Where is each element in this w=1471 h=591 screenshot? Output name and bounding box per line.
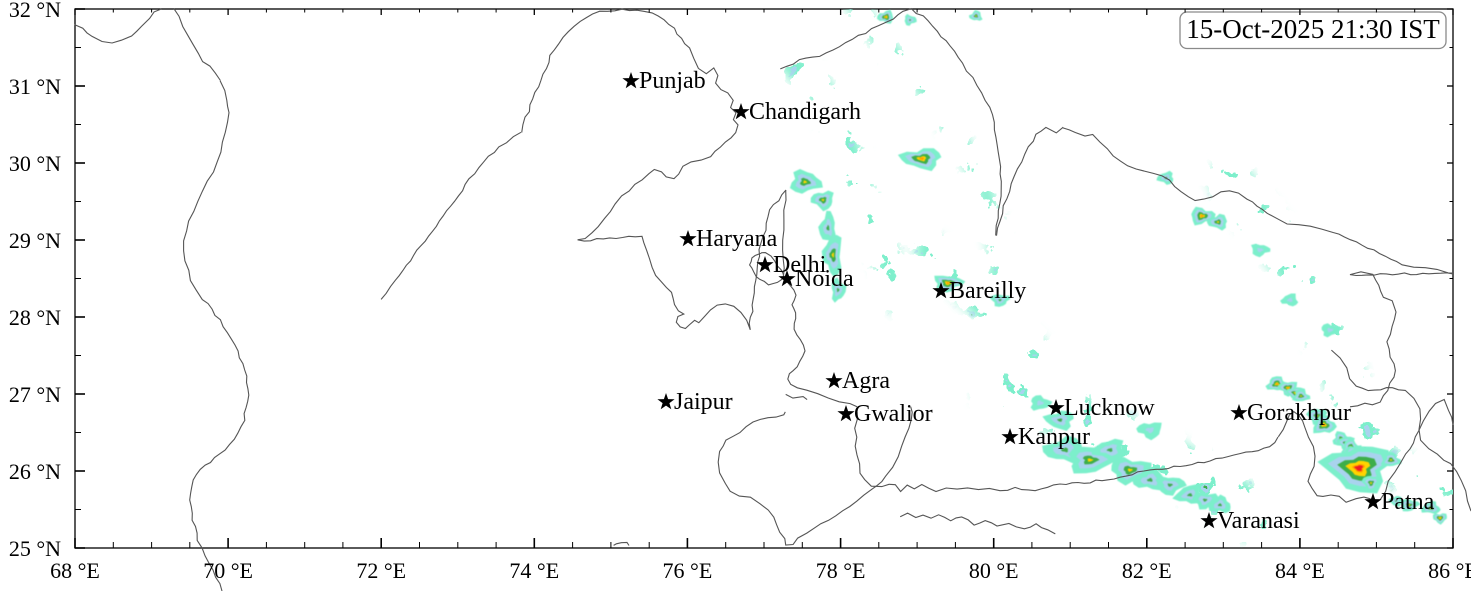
svg-text:31 °N: 31 °N (9, 74, 61, 99)
svg-text:74 °E: 74 °E (509, 558, 559, 583)
svg-text:70 °E: 70 °E (203, 558, 253, 583)
svg-text:25 °N: 25 °N (9, 536, 61, 561)
svg-text:86 °E: 86 °E (1428, 558, 1471, 583)
svg-text:68 °E: 68 °E (50, 558, 100, 583)
svg-text:Agra: Agra (842, 368, 890, 394)
svg-text:27 °N: 27 °N (9, 382, 61, 407)
svg-text:Lucknow: Lucknow (1064, 395, 1155, 421)
svg-text:30 °N: 30 °N (9, 151, 61, 176)
svg-text:Chandigarh: Chandigarh (749, 99, 861, 125)
svg-text:Patna: Patna (1381, 489, 1435, 515)
svg-text:84 °E: 84 °E (1275, 558, 1325, 583)
svg-text:Haryana: Haryana (696, 226, 778, 252)
svg-text:28 °N: 28 °N (9, 305, 61, 330)
svg-text:Gorakhpur: Gorakhpur (1247, 400, 1351, 426)
svg-text:Bareilly: Bareilly (949, 278, 1026, 304)
svg-text:32 °N: 32 °N (9, 0, 61, 22)
svg-text:72 °E: 72 °E (356, 558, 406, 583)
svg-text:76 °E: 76 °E (663, 558, 713, 583)
svg-text:Kanpur: Kanpur (1018, 424, 1090, 450)
svg-text:29 °N: 29 °N (9, 228, 61, 253)
svg-text:78 °E: 78 °E (816, 558, 866, 583)
svg-text:Varanasi: Varanasi (1217, 508, 1300, 534)
svg-text:82 °E: 82 °E (1122, 558, 1172, 583)
svg-text:Jaipur: Jaipur (674, 389, 733, 415)
svg-text:Noida: Noida (795, 266, 854, 292)
svg-text:80 °E: 80 °E (969, 558, 1019, 583)
svg-text:Punjab: Punjab (639, 68, 706, 94)
svg-text:Gwalior: Gwalior (854, 401, 933, 427)
svg-text:26 °N: 26 °N (9, 459, 61, 484)
